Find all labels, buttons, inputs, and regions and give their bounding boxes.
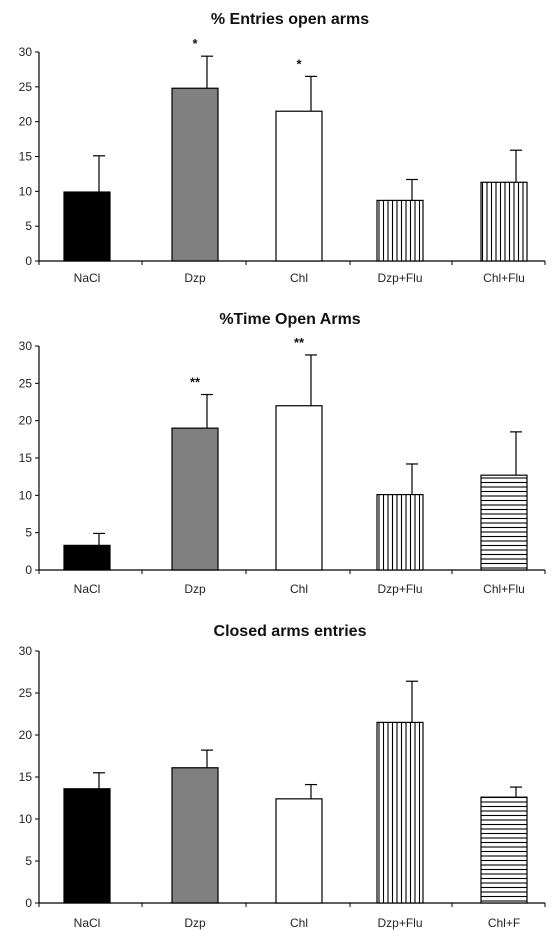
category-label: Dzp+Flu: [377, 582, 422, 596]
y-tick-label: 30: [19, 45, 33, 59]
bar: [480, 474, 528, 571]
significance-marker: *: [192, 36, 198, 51]
y-tick-label: 25: [19, 80, 33, 94]
bar: [63, 191, 111, 262]
bar: [480, 181, 528, 262]
bar: [480, 796, 528, 904]
category-label: Dzp: [184, 916, 206, 930]
category-label: NaCl: [74, 271, 101, 285]
y-tick-label: 0: [25, 563, 32, 577]
chart-marks: **: [63, 36, 528, 262]
chart-axes: 0 5 10 15 20 25 30 NaCl Dzp Chl Dzp+Flu Chl+Flu: [19, 339, 546, 596]
category-label: Chl+F: [488, 916, 520, 930]
category-label: Dzp+Flu: [377, 916, 422, 930]
y-tick-label: 10: [19, 184, 33, 198]
chart-axes: 0 5 10 15 20 25 30 NaCl Dzp Chl Dzp+Flu Chl+Flu: [19, 45, 546, 285]
y-tick-label: 15: [19, 150, 33, 164]
chart-panel-entries-open-arms: % Entries open arms 0 5 10 15 20 25 30 NaCl Dzp C…: [19, 11, 546, 285]
category-label: Chl: [290, 916, 308, 930]
y-tick-label: 20: [19, 728, 33, 742]
y-tick-label: 30: [19, 644, 33, 658]
bar: [376, 199, 424, 262]
category-label: NaCl: [74, 916, 101, 930]
y-tick-label: 0: [25, 254, 32, 268]
y-tick-label: 5: [25, 219, 32, 233]
y-tick-label: 5: [25, 854, 32, 868]
bar: [171, 427, 219, 571]
y-tick-label: 10: [19, 812, 33, 826]
y-tick-label: 30: [19, 339, 33, 353]
chart-panel-closed-arms-entries: Closed arms entries 0 5 10 15 20 25 30 NaCl Dzp C…: [19, 623, 546, 930]
chart-title: %Time Open Arms: [219, 311, 360, 328]
category-label: Dzp+Flu: [377, 271, 422, 285]
bar: [275, 798, 323, 904]
significance-marker: **: [294, 335, 305, 350]
category-label: Chl+Flu: [483, 582, 525, 596]
y-tick-label: 25: [19, 686, 33, 700]
bar: [275, 110, 323, 262]
y-tick-label: 25: [19, 376, 33, 390]
chart-marks: [63, 680, 528, 904]
category-label: NaCl: [74, 582, 101, 596]
category-label: Chl: [290, 582, 308, 596]
bar: [376, 493, 424, 571]
bar: [63, 788, 111, 904]
category-label: Chl+Flu: [483, 271, 525, 285]
bar: [376, 721, 424, 904]
category-label: Chl: [290, 271, 308, 285]
chart-panel-time-open-arms: %Time Open Arms 0 5 10 15 20 25 30 NaCl Dzp Chl Dz…: [19, 311, 546, 596]
bar: [275, 405, 323, 571]
y-tick-label: 15: [19, 770, 33, 784]
category-label: Dzp: [184, 582, 206, 596]
bar: [171, 767, 219, 904]
chart-marks: ** **: [63, 335, 528, 571]
bar: [63, 544, 111, 571]
y-tick-label: 5: [25, 526, 32, 540]
chart-title: Closed arms entries: [214, 623, 367, 640]
y-tick-label: 10: [19, 488, 33, 502]
bar: [171, 87, 219, 262]
significance-marker: *: [296, 56, 302, 71]
y-tick-label: 20: [19, 115, 33, 129]
significance-marker: **: [190, 375, 201, 390]
category-label: Dzp: [184, 271, 206, 285]
y-tick-label: 15: [19, 451, 33, 465]
y-tick-label: 0: [25, 896, 32, 910]
y-tick-label: 20: [19, 414, 33, 428]
chart-title: % Entries open arms: [211, 11, 369, 28]
chart-axes: 0 5 10 15 20 25 30 NaCl Dzp Chl Dzp+Flu Chl+F: [19, 644, 546, 930]
